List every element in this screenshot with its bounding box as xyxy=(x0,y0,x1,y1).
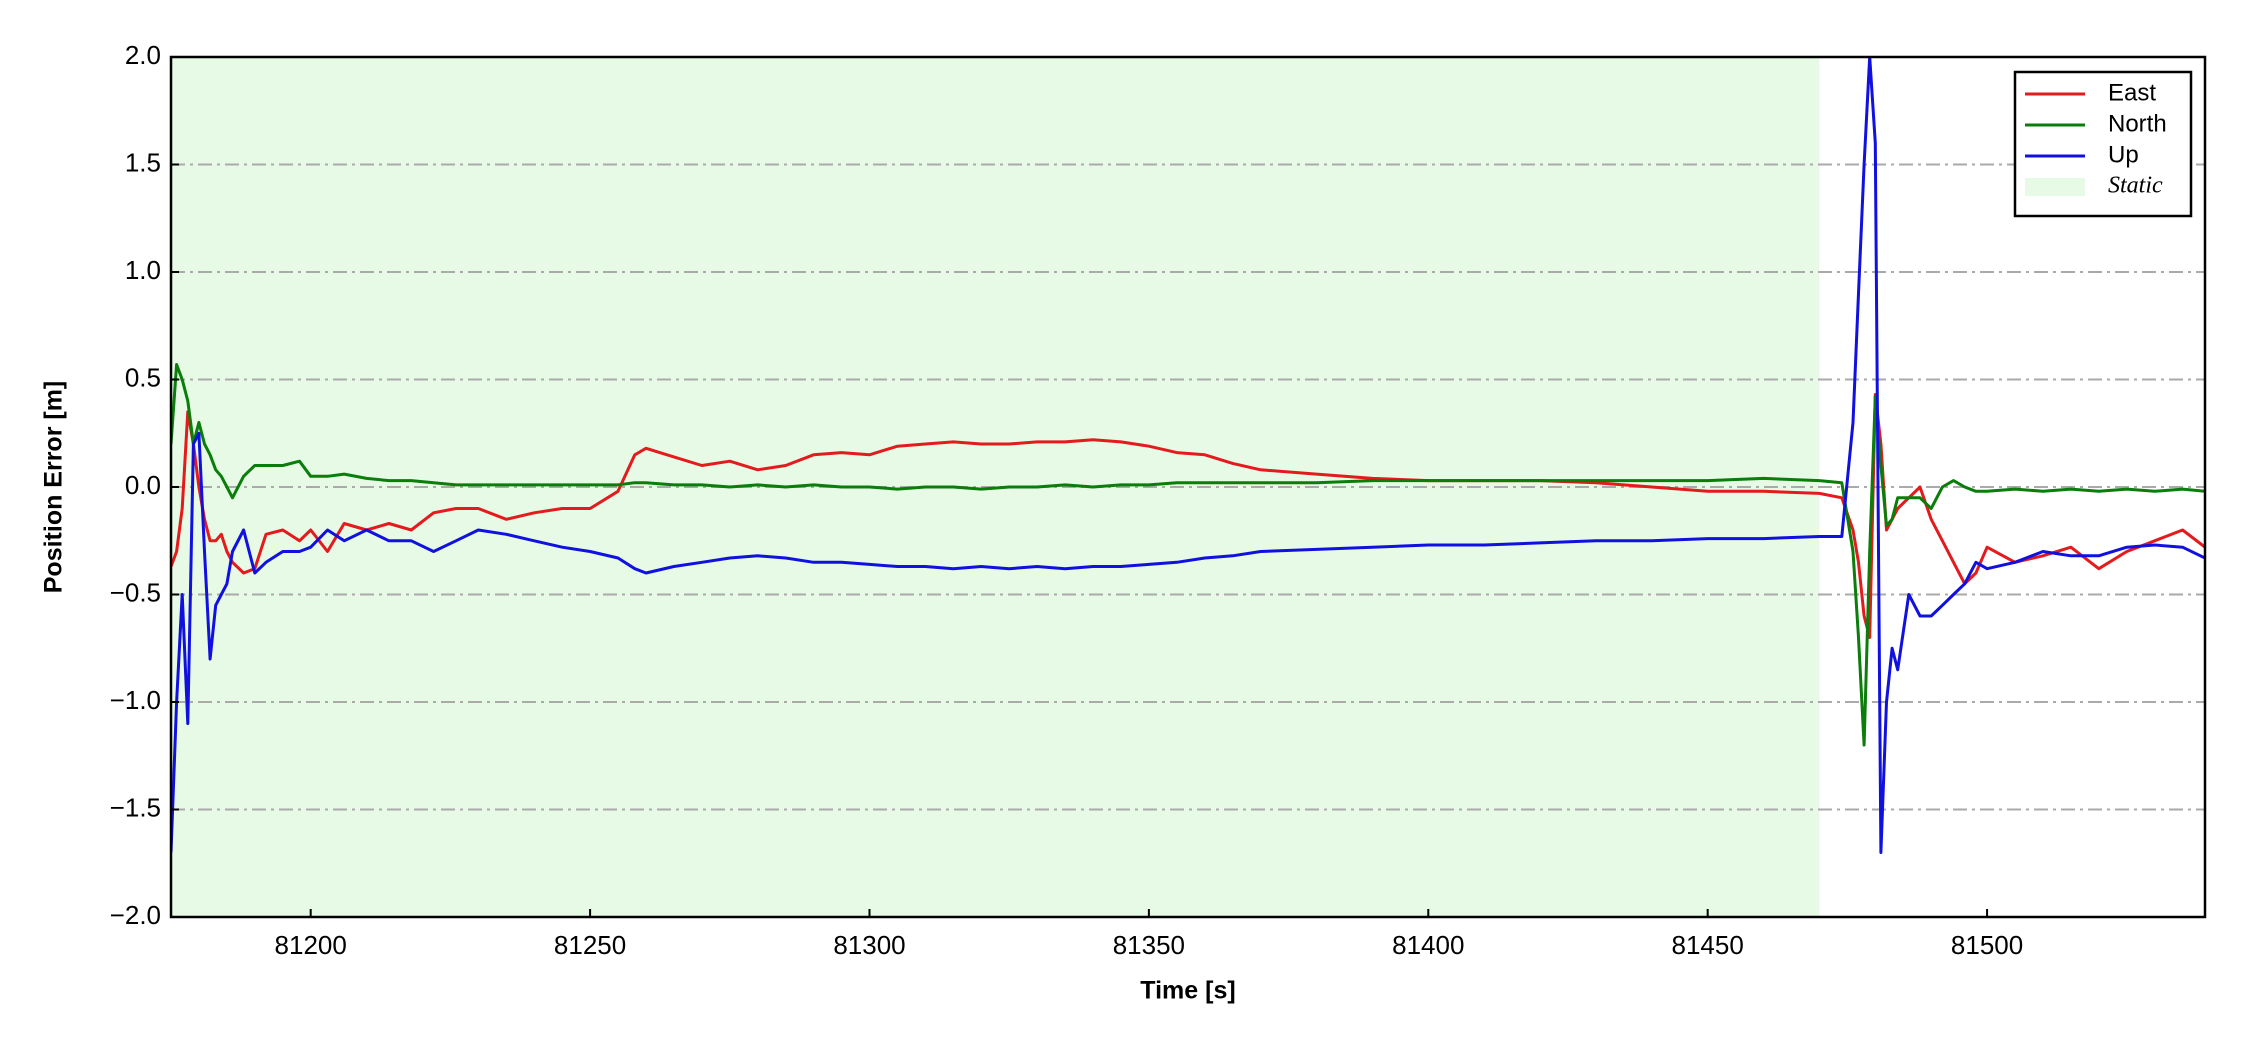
legend-label: Up xyxy=(2108,141,2139,168)
y-axis-label: Position Error [m] xyxy=(40,381,68,594)
x-tick-label: 81200 xyxy=(275,930,347,960)
y-tick-label: 2.0 xyxy=(125,40,161,70)
lines xyxy=(171,57,2205,854)
y-tick-label: −1.0 xyxy=(110,685,161,715)
y-tick-label: 0.0 xyxy=(125,470,161,500)
y-tick-label: 1.0 xyxy=(125,255,161,285)
legend-swatch xyxy=(2025,178,2085,196)
series-line xyxy=(171,57,2205,854)
y-tick-label: 0.5 xyxy=(125,362,161,392)
x-tick-label: 81450 xyxy=(1672,930,1744,960)
legend-label: Static xyxy=(2108,173,2163,199)
y-tick-label: −0.5 xyxy=(110,577,161,607)
y-tick-label: 1.5 xyxy=(125,147,161,177)
y-tick-label: −2.0 xyxy=(110,900,161,930)
x-tick-label: 81350 xyxy=(1113,930,1185,960)
x-tick-label: 81300 xyxy=(833,930,905,960)
legend: East North Up Static xyxy=(2013,70,2193,218)
legend-label: North xyxy=(2108,110,2167,137)
x-tick-label: 81400 xyxy=(1392,930,1464,960)
series-line xyxy=(171,363,2205,747)
x-axis-label: Time [s] xyxy=(1140,977,1235,1005)
y-tick-label: −1.5 xyxy=(110,792,161,822)
x-tick-label: 81250 xyxy=(554,930,626,960)
ticks: −2.0 −1.5 −1.0 −0.5 0.0 0.5 1.0 1.5 2.0 81200 8125… xyxy=(110,40,2024,960)
legend-label: East xyxy=(2108,79,2156,106)
x-tick-label: 81500 xyxy=(1951,930,2023,960)
